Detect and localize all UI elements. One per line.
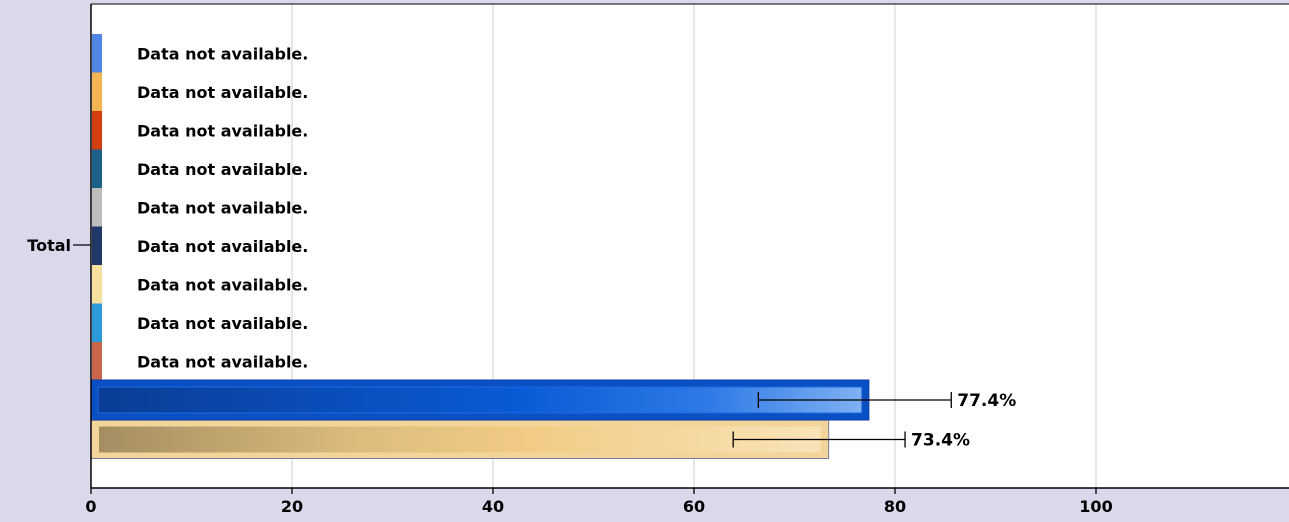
- x-tick-label-80: 80: [884, 497, 906, 516]
- x-tick-label-0: 0: [85, 497, 96, 516]
- unavailable-rows: Data not available. Data not available. Da…: [92, 34, 308, 381]
- unavailable-label-1: Data not available.: [137, 44, 308, 63]
- unavailable-bar-3: [92, 111, 102, 150]
- data-bar-group-1: 77.4%: [90, 379, 1018, 421]
- axes: 0 20 40 60 80 100 Total: [27, 3, 1289, 516]
- data-label-1: 77.4%: [957, 391, 1016, 411]
- data-bar-fill-1: [97, 386, 863, 414]
- unavailable-label-7: Data not available.: [137, 275, 308, 294]
- x-tick-label-100: 100: [1079, 497, 1112, 516]
- unavailable-bar-8: [92, 303, 102, 342]
- unavailable-label-5: Data not available.: [137, 198, 308, 217]
- unavailable-label-2: Data not available.: [137, 83, 308, 102]
- unavailable-bar-1: [92, 34, 102, 73]
- unavailable-label-3: Data not available.: [137, 121, 308, 140]
- data-bar-fill-2: [99, 426, 821, 453]
- data-bars: 77.4% 73.4%: [90, 379, 1018, 459]
- unavailable-label-9: Data not available.: [137, 352, 308, 371]
- unavailable-bar-2: [92, 72, 102, 111]
- x-tick-label-60: 60: [683, 497, 705, 516]
- unavailable-bar-5: [92, 188, 102, 227]
- data-label-2: 73.4%: [911, 431, 970, 451]
- unavailable-bar-7: [92, 265, 102, 304]
- unavailable-label-6: Data not available.: [137, 237, 308, 256]
- x-tick-label-20: 20: [281, 497, 303, 516]
- y-category-label: Total: [27, 236, 71, 255]
- x-tick-label-40: 40: [482, 497, 504, 516]
- unavailable-bar-6: [92, 226, 102, 265]
- unavailable-label-4: Data not available.: [137, 160, 308, 179]
- unavailable-bar-9: [92, 342, 102, 381]
- data-bar-group-2: 73.4%: [90, 420, 972, 459]
- unavailable-label-8: Data not available.: [137, 314, 308, 333]
- unavailable-bar-4: [92, 149, 102, 188]
